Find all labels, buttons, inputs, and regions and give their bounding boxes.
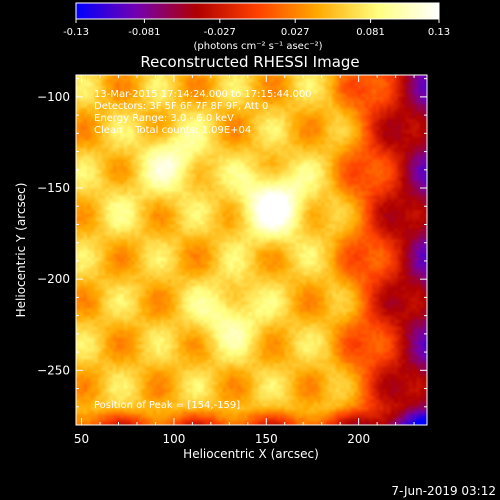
colorbar-tick-label: -0.081 bbox=[128, 27, 160, 38]
colorbar-tick-label: 0.13 bbox=[428, 27, 450, 38]
colorbar-tick-label: 0.027 bbox=[281, 27, 310, 38]
date-stamp: 7-Jun-2019 03:12 bbox=[391, 484, 496, 498]
y-tick-label: −250 bbox=[37, 363, 70, 377]
peak-label: Position of Peak = [154,-159] bbox=[94, 400, 240, 411]
y-tick-label: −150 bbox=[37, 181, 70, 195]
annotation-line: Clean Total counts: 1.09E+04 bbox=[94, 125, 251, 136]
x-tick-label: 200 bbox=[347, 432, 370, 446]
x-tick-label: 100 bbox=[162, 432, 185, 446]
annotation-block: 13-Mar-2015 17:14:24.000 to 17:15:44.000… bbox=[94, 89, 312, 411]
y-tick-label: −100 bbox=[37, 90, 70, 104]
colorbar: -0.13 -0.081 -0.027 0.027 0.081 0.13 (photons… bbox=[63, 2, 450, 52]
heatmap-image bbox=[76, 75, 427, 425]
y-tick-label: −200 bbox=[37, 272, 70, 286]
annotation-line: 13-Mar-2015 17:14:24.000 to 17:15:44.000 bbox=[94, 89, 312, 100]
colorbar-gradient bbox=[75, 2, 440, 20]
colorbar-tick-label: 0.081 bbox=[356, 27, 385, 38]
annotation-line: Detectors: 3F 5F 6F 7F 8F 9F, Att 0 bbox=[94, 101, 268, 112]
annotation-line: Energy Range: 3.0 - 6.0 keV bbox=[94, 113, 234, 124]
x-axis: 50 100 150 200 bbox=[74, 75, 415, 446]
chart-title: Reconstructed RHESSI Image bbox=[140, 53, 359, 71]
colorbar-tick-label: -0.027 bbox=[204, 27, 236, 38]
image-area bbox=[76, 75, 427, 425]
plot-frame bbox=[75, 74, 428, 426]
x-axis-label: Heliocentric X (arcsec) bbox=[183, 447, 319, 461]
colorbar-tick-label: -0.13 bbox=[63, 27, 89, 38]
colorbar-ticks: -0.13 -0.081 -0.027 0.027 0.081 0.13 bbox=[63, 19, 450, 38]
x-tick-label: 50 bbox=[74, 432, 89, 446]
y-axis: −100 −150 −200 −250 bbox=[37, 78, 427, 408]
y-axis-label: Heliocentric Y (arcsec) bbox=[14, 183, 28, 318]
x-tick-label: 150 bbox=[255, 432, 278, 446]
colorbar-unit-label: (photons cm⁻² s⁻¹ asec⁻²) bbox=[193, 41, 322, 52]
